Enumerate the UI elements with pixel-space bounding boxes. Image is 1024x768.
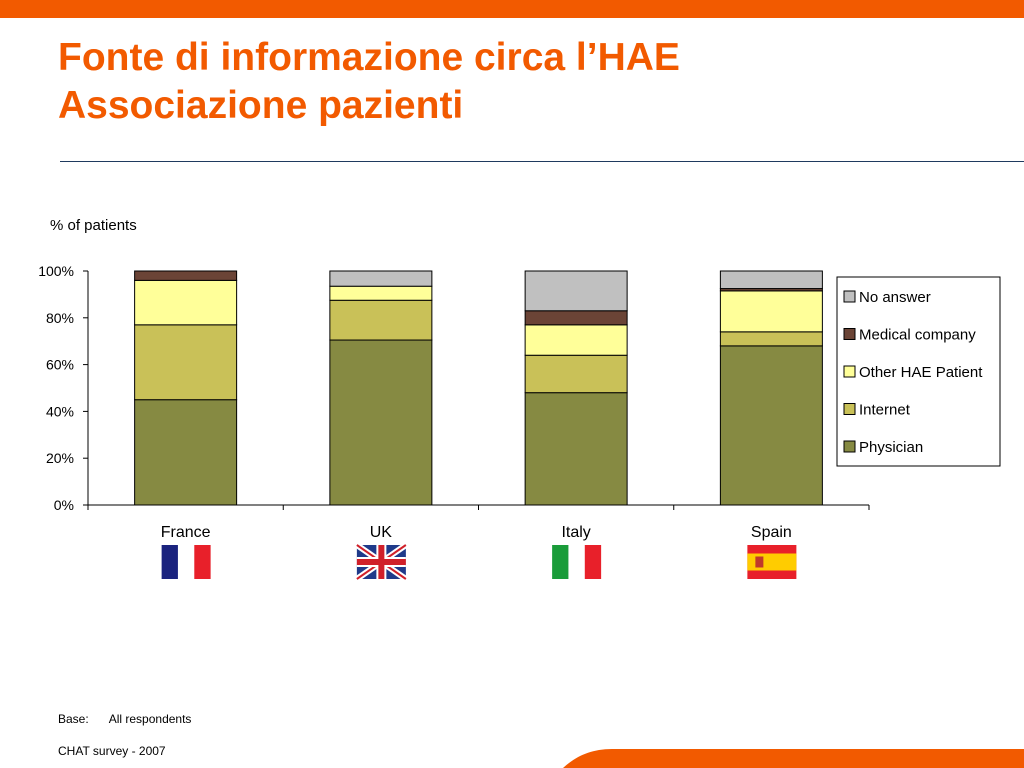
base-label: Base: bbox=[58, 712, 89, 726]
flag-italy-icon bbox=[552, 545, 602, 579]
legend-label: Other HAE Patient bbox=[859, 364, 983, 381]
y-axis: 0% 20% 40% 60% 80% 100% bbox=[38, 263, 89, 513]
legend-box bbox=[836, 276, 1001, 467]
bars bbox=[134, 270, 823, 506]
legend-label: Medical company bbox=[859, 327, 976, 344]
flag-france-icon bbox=[161, 545, 211, 579]
bar-segment-other-hae-patient bbox=[524, 324, 628, 356]
x-tick-label: UK bbox=[370, 524, 393, 541]
slide-title: Fonte di informazione circa l’HAE Associ… bbox=[58, 34, 680, 130]
y-axis-label: % of patients bbox=[50, 217, 137, 234]
title-line-1: Fonte di informazione circa l’HAE bbox=[58, 36, 680, 79]
legend-swatch bbox=[843, 440, 856, 453]
bar-segment-physician bbox=[134, 399, 238, 506]
bar-segment-no-answer bbox=[719, 270, 823, 290]
bar-segment-internet bbox=[329, 299, 433, 341]
legend-swatch bbox=[843, 365, 856, 378]
bar-segment-medical-company bbox=[524, 310, 628, 326]
stacked-bar-chart: % of patients 0% 20% 40% 60% 80% 100% France U… bbox=[38, 217, 1001, 582]
y-tick-label: 80% bbox=[46, 310, 74, 326]
base-value: All respondents bbox=[108, 712, 192, 726]
legend-label: No answer bbox=[859, 289, 931, 306]
x-tick-label: Italy bbox=[561, 524, 590, 541]
y-tick-label: 100% bbox=[38, 263, 74, 279]
bar-segment-medical-company bbox=[134, 270, 238, 281]
legend-item: Physician bbox=[843, 439, 923, 456]
bar-segment-internet bbox=[134, 324, 238, 401]
y-tick-label: 20% bbox=[46, 450, 74, 466]
legend-item: Medical company bbox=[843, 327, 976, 344]
legend-item: Internet bbox=[843, 402, 911, 419]
bar-segment-physician bbox=[329, 339, 433, 506]
y-tick-label: 60% bbox=[46, 357, 74, 373]
legend: No answer Medical company Other HAE Patien… bbox=[836, 276, 1001, 467]
bar-segment-internet bbox=[524, 354, 628, 394]
x-tick-label: Spain bbox=[751, 524, 792, 541]
legend-item: No answer bbox=[843, 289, 931, 306]
bar-segment-other-hae-patient bbox=[329, 285, 433, 301]
bar-segment-no-answer bbox=[329, 270, 433, 287]
legend-swatch bbox=[843, 290, 856, 303]
x-axis: France UK Italy Spain bbox=[87, 504, 870, 582]
source-note: CHAT survey - 2007 bbox=[58, 744, 166, 758]
bar-segment-internet bbox=[719, 331, 823, 347]
y-tick-label: 40% bbox=[46, 403, 74, 419]
bar-segment-other-hae-patient bbox=[719, 290, 823, 333]
bar-segment-no-answer bbox=[524, 270, 628, 312]
legend-label: Physician bbox=[859, 439, 923, 456]
flag-spain-icon bbox=[747, 545, 797, 579]
title-divider bbox=[60, 161, 1024, 162]
title-line-2: Associazione pazienti bbox=[58, 84, 464, 127]
top-accent-bar bbox=[0, 0, 1024, 18]
bar-segment-physician bbox=[524, 392, 628, 506]
legend-swatch bbox=[843, 328, 856, 340]
bar-segment-other-hae-patient bbox=[134, 279, 238, 326]
bar-segment-physician bbox=[719, 345, 823, 506]
x-tick-label: France bbox=[161, 524, 211, 541]
footer-accent-shape bbox=[563, 749, 1024, 768]
legend-item: Other HAE Patient bbox=[843, 364, 983, 381]
flag-uk-icon bbox=[355, 542, 408, 582]
legend-label: Internet bbox=[859, 402, 911, 419]
base-note: Base: All respondents bbox=[58, 712, 191, 726]
y-tick-label: 0% bbox=[54, 497, 74, 513]
legend-swatch bbox=[843, 403, 856, 415]
